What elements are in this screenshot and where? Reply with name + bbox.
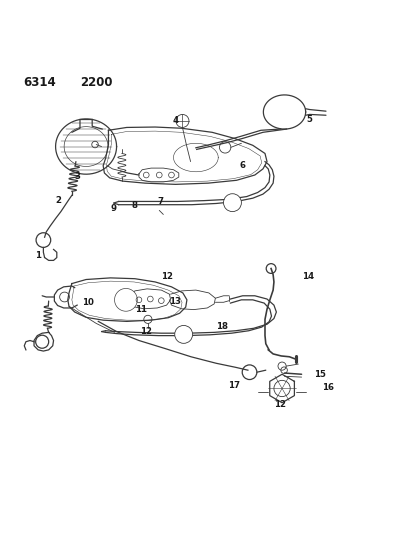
Text: 11: 11 bbox=[135, 305, 147, 314]
Text: 5: 5 bbox=[306, 115, 312, 124]
Circle shape bbox=[175, 326, 193, 343]
Text: 2: 2 bbox=[55, 196, 62, 205]
Text: 14: 14 bbox=[302, 272, 314, 281]
Circle shape bbox=[115, 288, 137, 311]
Text: 7: 7 bbox=[157, 197, 163, 206]
Text: 9: 9 bbox=[111, 204, 117, 213]
Text: 6314: 6314 bbox=[23, 76, 56, 89]
Text: 4: 4 bbox=[173, 116, 179, 125]
Text: 16: 16 bbox=[322, 383, 334, 392]
Text: 12: 12 bbox=[161, 272, 173, 281]
Text: 2200: 2200 bbox=[80, 76, 113, 89]
Text: 12: 12 bbox=[275, 400, 286, 409]
Text: 13: 13 bbox=[169, 296, 181, 305]
Circle shape bbox=[224, 193, 242, 212]
Text: 15: 15 bbox=[314, 370, 326, 379]
Text: 1: 1 bbox=[35, 251, 41, 260]
Text: 10: 10 bbox=[82, 298, 94, 307]
Text: 17: 17 bbox=[228, 381, 241, 390]
Text: 18: 18 bbox=[216, 322, 228, 331]
Text: 6: 6 bbox=[239, 161, 246, 170]
Text: 8: 8 bbox=[132, 201, 138, 210]
Text: 3: 3 bbox=[74, 172, 80, 181]
Text: 12: 12 bbox=[140, 327, 152, 336]
